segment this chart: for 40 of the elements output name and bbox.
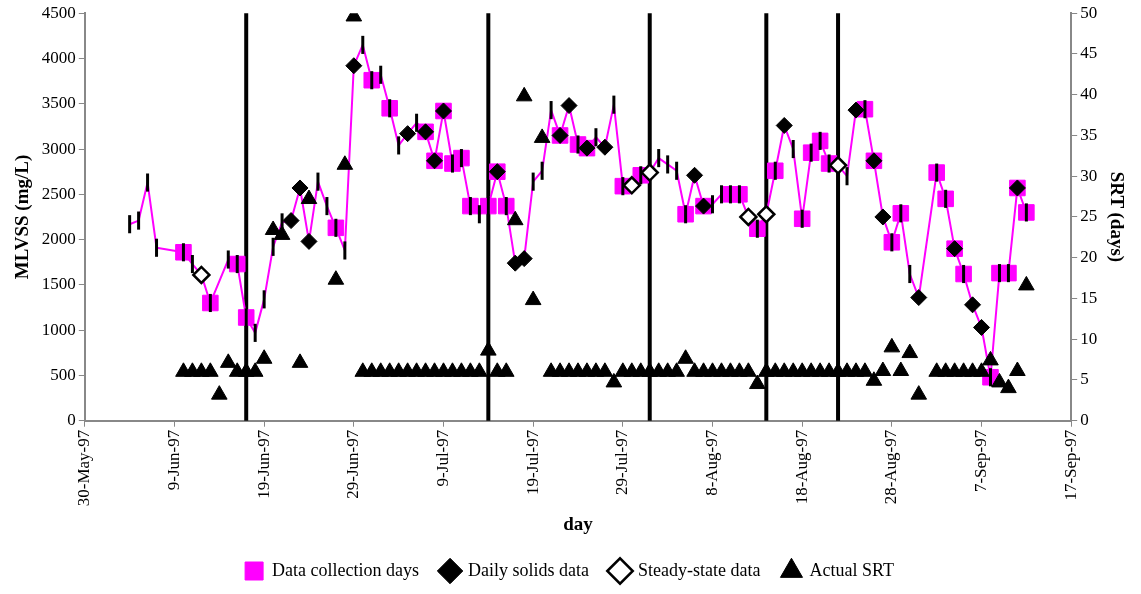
x-tick-label: 17-Sep-97 [1060, 429, 1080, 501]
y-tick-label: 2000 [41, 229, 76, 249]
x-tick-label: 9-Jul-97 [432, 429, 452, 487]
y2-tick-label: 25 [1080, 206, 1098, 226]
y-tick-label: 4500 [41, 2, 76, 22]
y2-tick-label: 35 [1080, 124, 1098, 144]
y-axis-title: MLVSS (mg/L) [11, 154, 34, 280]
x-tick-label: 18-Aug-97 [791, 429, 811, 505]
y2-tick-label: 10 [1080, 328, 1098, 348]
y-tick-label: 2500 [41, 183, 76, 203]
x-tick-label: 7-Sep-97 [971, 429, 990, 493]
y-tick-label: 1500 [41, 274, 76, 294]
y2-tick-label: 15 [1080, 287, 1098, 307]
x-tick-label: 29-Jun-97 [343, 429, 363, 499]
y2-tick-label: 5 [1080, 369, 1089, 389]
y2-tick-label: 50 [1080, 2, 1098, 22]
legend-label: Data collection days [272, 559, 420, 580]
y-tick-label: 500 [50, 364, 76, 384]
x-tick-label: 19-Jun-97 [253, 429, 273, 499]
y2-tick-label: 0 [1080, 410, 1089, 430]
y2-tick-label: 20 [1080, 247, 1098, 267]
x-axis-title: day [563, 512, 594, 534]
legend-label: Steady-state data [638, 559, 761, 580]
y2-tick-label: 30 [1080, 165, 1098, 185]
x-tick-label: 30-May-97 [74, 429, 94, 507]
y2-axis-title: SRT (days) [1105, 171, 1128, 263]
y2-tick-label: 40 [1080, 84, 1098, 104]
y2-tick-label: 45 [1080, 43, 1098, 63]
y-tick-label: 3500 [41, 93, 76, 113]
x-tick-label: 28-Aug-97 [881, 429, 901, 505]
y-tick-label: 4000 [41, 47, 76, 67]
x-tick-label: 29-Jul-97 [612, 429, 632, 495]
x-tick-label: 19-Jul-97 [522, 429, 542, 495]
x-tick-label: 8-Aug-97 [701, 429, 721, 496]
y-tick-label: 0 [67, 410, 76, 430]
y-tick-label: 1000 [41, 319, 76, 339]
x-tick-label: 9-Jun-97 [163, 429, 183, 491]
legend-label: Actual SRT [809, 559, 894, 580]
legend-label: Daily solids data [468, 559, 590, 580]
y-tick-label: 3000 [41, 138, 76, 158]
